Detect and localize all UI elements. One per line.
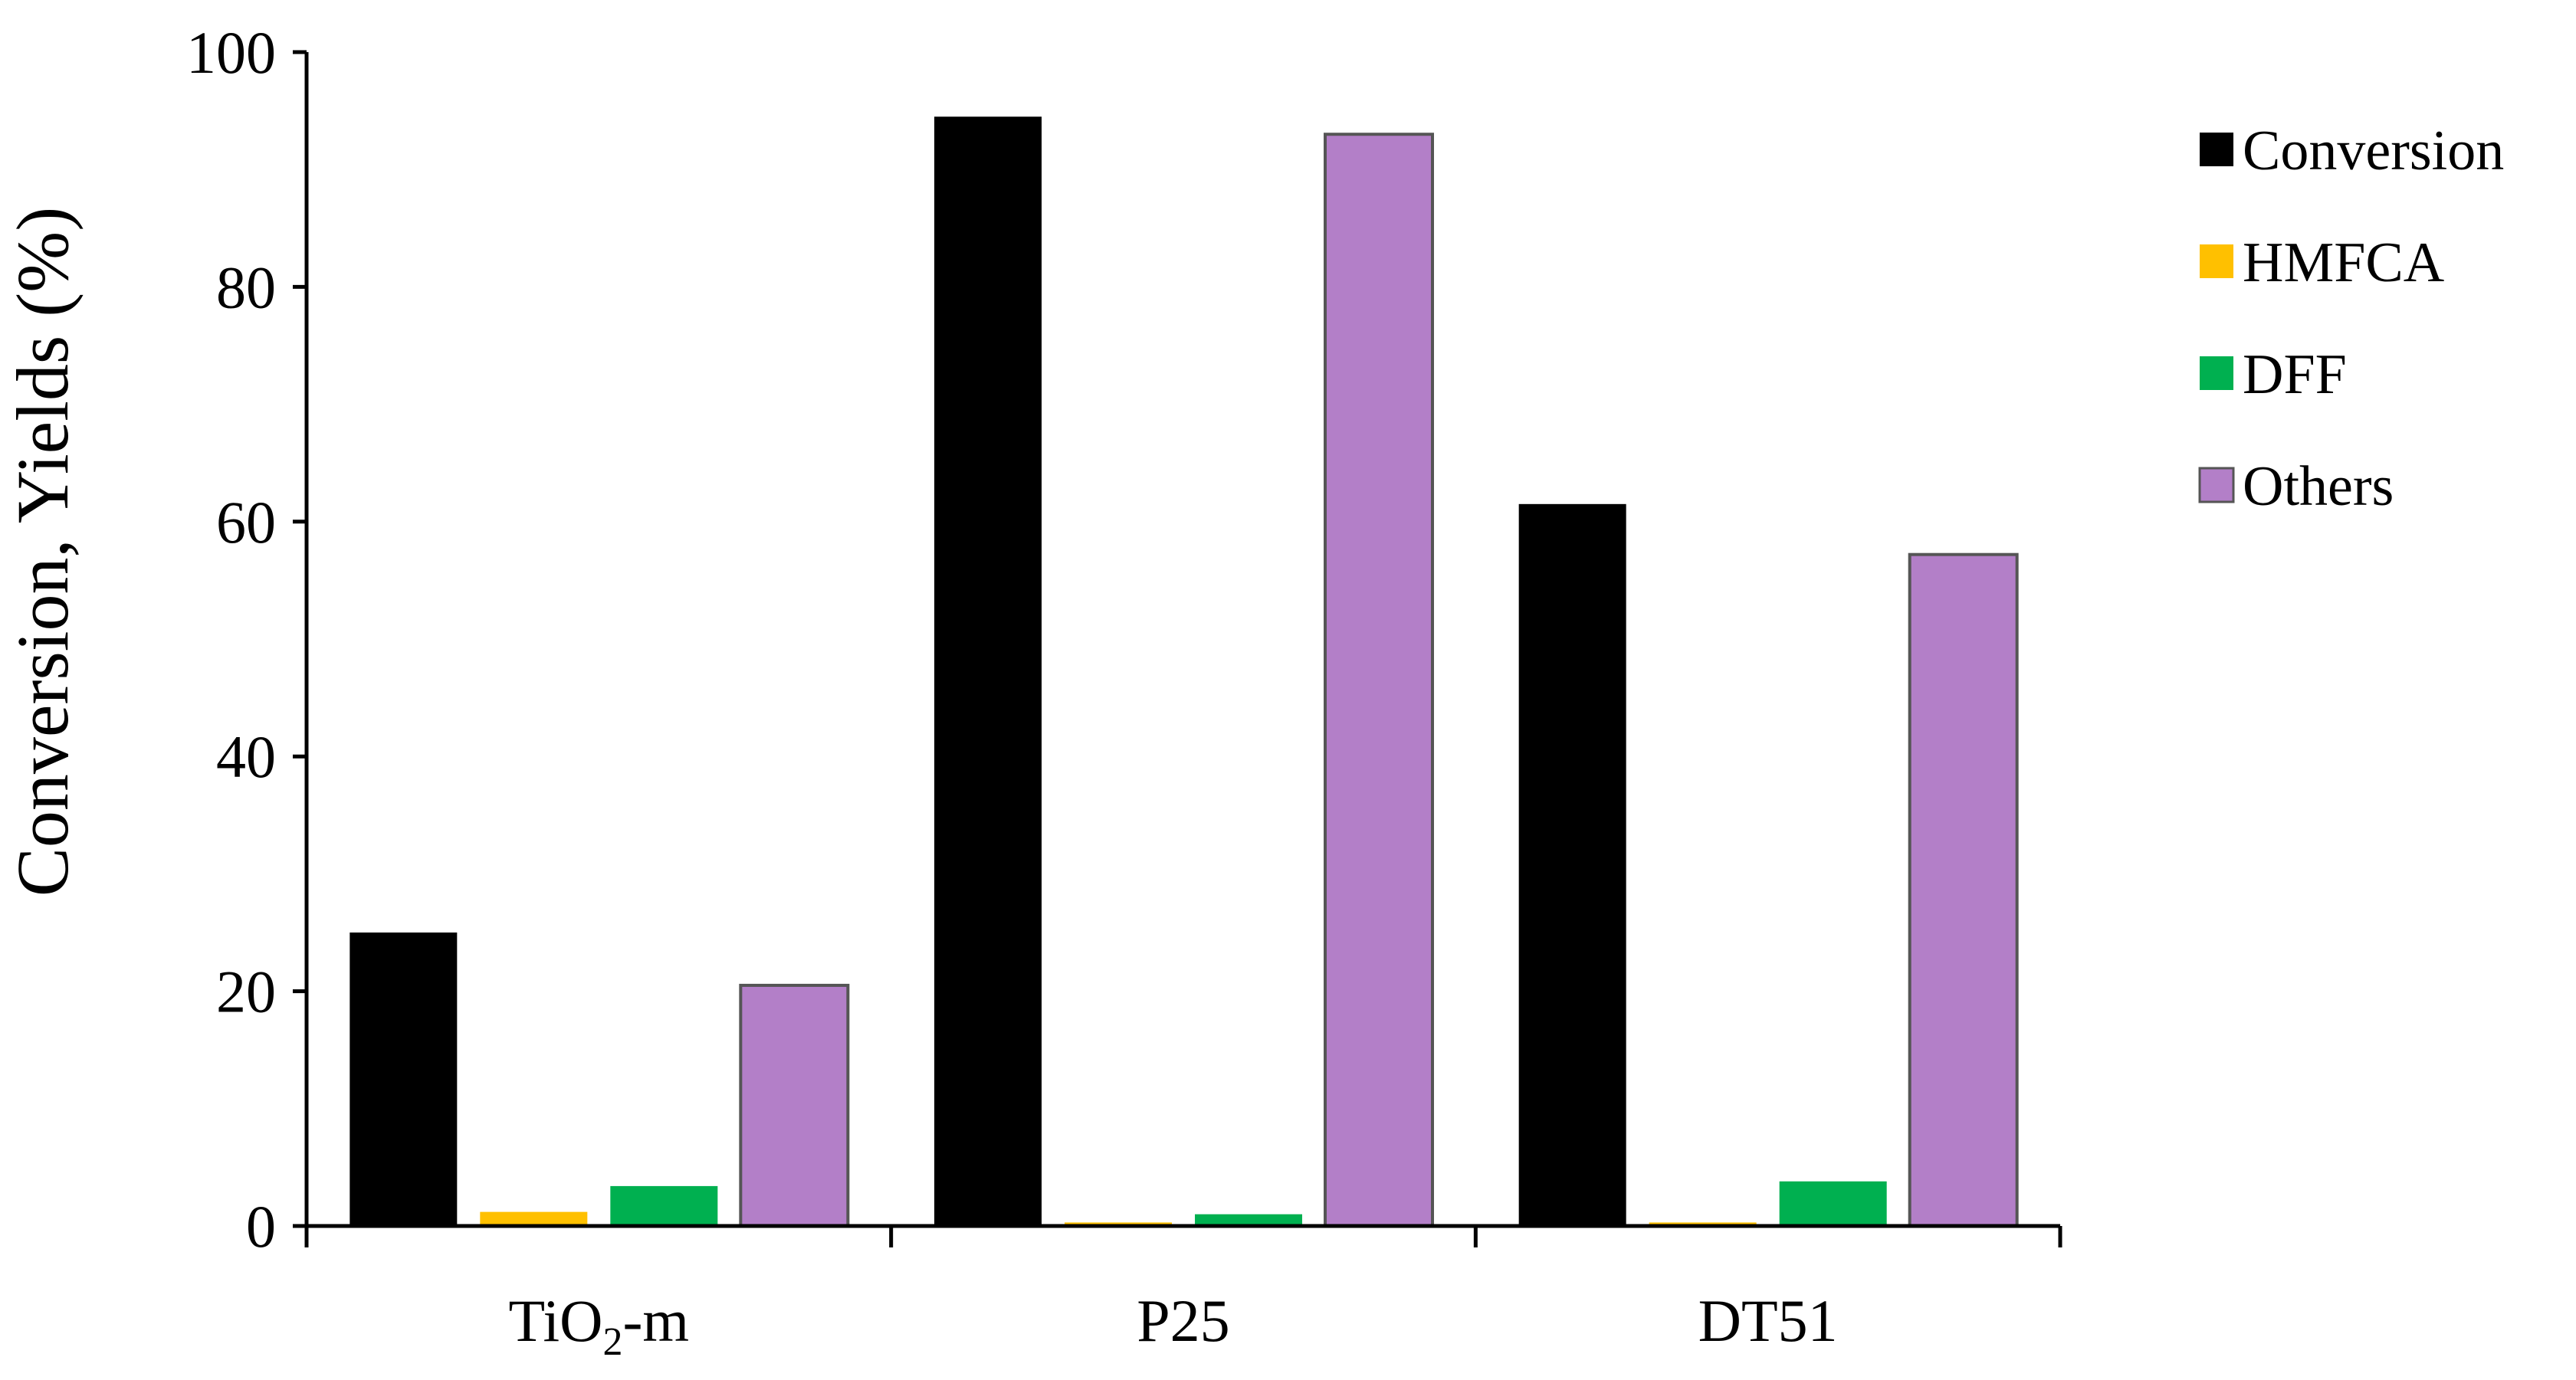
axes-group bbox=[293, 52, 2060, 1228]
legend-label-others: Others bbox=[2243, 455, 2394, 518]
bar-others-0 bbox=[739, 983, 850, 1228]
bar-dff-1 bbox=[1195, 1214, 1302, 1226]
y-tick-label: 0 bbox=[246, 1193, 276, 1260]
bar-conversion-0 bbox=[349, 933, 458, 1226]
bars-group bbox=[349, 116, 2019, 1228]
y-tick-label: 100 bbox=[186, 19, 276, 86]
bar-conversion-2 bbox=[1518, 503, 1626, 1226]
bar-dff-0 bbox=[610, 1185, 718, 1226]
bar-others-1 bbox=[1324, 133, 1434, 1228]
x-tick-label: P25 bbox=[1137, 1287, 1229, 1354]
y-tick-label: 80 bbox=[216, 254, 276, 320]
bar-conversion-1 bbox=[934, 116, 1042, 1226]
y-tick-label: 40 bbox=[216, 723, 276, 790]
bar-dff-2 bbox=[1779, 1181, 1887, 1226]
bar-others-2 bbox=[1908, 552, 2019, 1228]
x-tick-label: TiO2-m bbox=[509, 1287, 690, 1364]
x-tick-label: DT51 bbox=[1698, 1287, 1838, 1354]
legend-swatch-conversion bbox=[2200, 133, 2233, 166]
y-axis-title: Conversion, Yields (%) bbox=[2, 207, 84, 897]
x-ticks-group: TiO2-m P25 DT51 bbox=[304, 1226, 2062, 1364]
y-tick-label: 20 bbox=[216, 959, 276, 1025]
legend: Conversion HMFCA DFF Others bbox=[2198, 120, 2504, 518]
legend-label-conversion: Conversion bbox=[2243, 120, 2504, 182]
legend-swatch-hmfca bbox=[2200, 244, 2233, 278]
legend-label-hmfca: HMFCA bbox=[2243, 231, 2444, 294]
legend-swatch-dff bbox=[2200, 356, 2233, 390]
legend-label-dff: DFF bbox=[2243, 343, 2347, 406]
bar-hmfca-0 bbox=[480, 1211, 588, 1226]
y-ticks-group: 0 20 40 60 80 100 bbox=[186, 19, 307, 1260]
legend-swatch-others bbox=[2198, 467, 2235, 503]
y-tick-label: 60 bbox=[216, 489, 276, 556]
